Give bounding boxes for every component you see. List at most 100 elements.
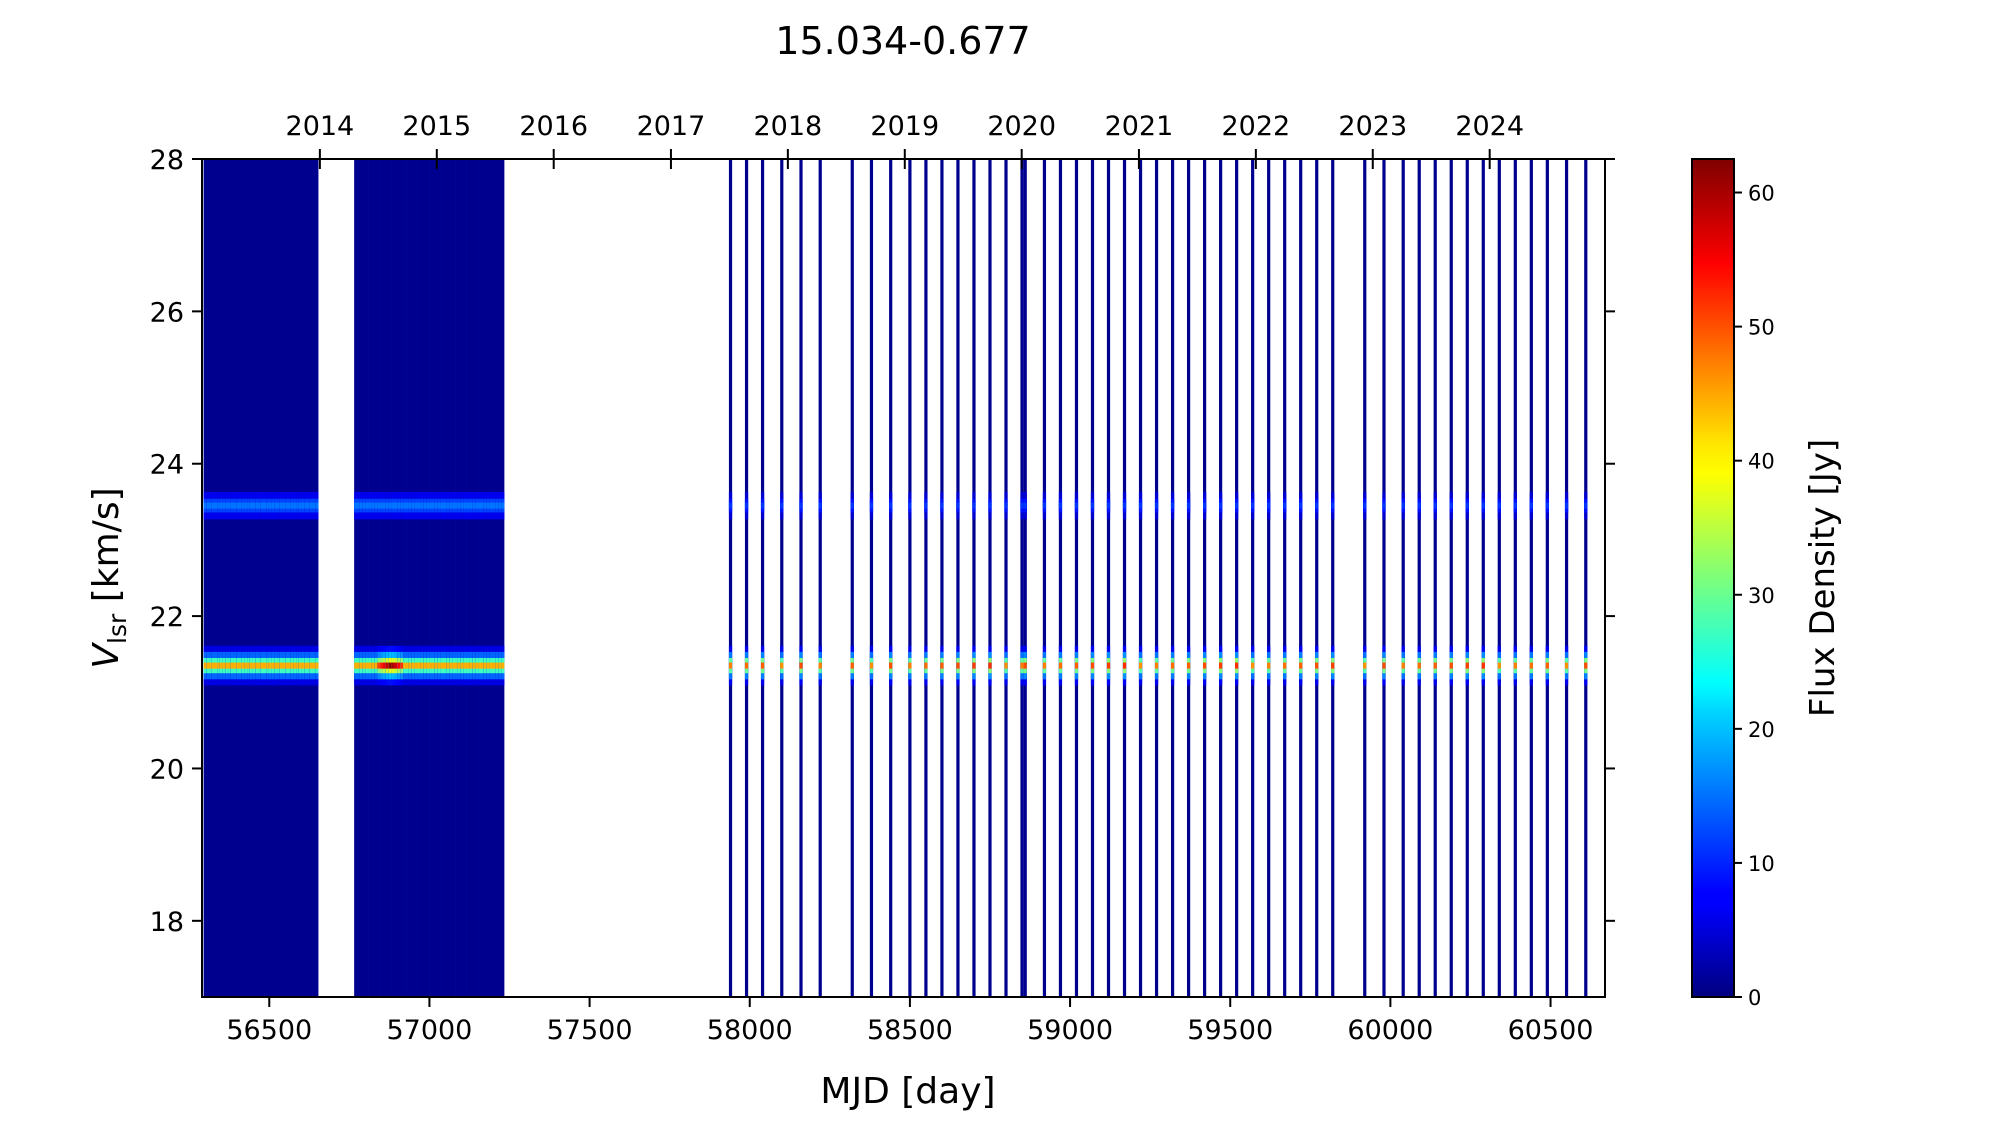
feature-band-23.45 xyxy=(1564,502,1569,509)
feature-band-23.45 xyxy=(354,502,358,509)
feature-band-21.35 xyxy=(206,662,210,669)
feature-band-21.35 xyxy=(277,662,281,669)
observation-column xyxy=(728,159,733,997)
feature-band-23.45 xyxy=(206,502,210,509)
feature-band-23.45 xyxy=(1401,502,1405,509)
feature-band-23.45 xyxy=(1154,502,1159,509)
observation-56878 xyxy=(388,159,392,997)
observation-column xyxy=(1513,159,1517,997)
feature-band-23.45 xyxy=(449,502,453,509)
feature-band-23.45 xyxy=(362,502,367,509)
observation-column xyxy=(489,159,493,997)
observation-59570 xyxy=(1251,159,1255,997)
feature-band-21.35 xyxy=(760,662,765,669)
observation-column xyxy=(209,159,213,997)
observation-59120 xyxy=(1106,159,1111,997)
observation-56334 xyxy=(214,159,218,997)
feature-band-23.45 xyxy=(214,502,218,509)
observation-column xyxy=(1283,159,1287,997)
observation-column xyxy=(307,159,311,997)
observation-59470 xyxy=(1219,159,1223,997)
observation-56640 xyxy=(312,159,316,997)
observation-column xyxy=(1170,159,1175,997)
observation-58600 xyxy=(940,159,944,997)
feature-band-23.45 xyxy=(414,502,418,509)
observation-57193 xyxy=(489,159,493,997)
feature-band-21.35 xyxy=(365,662,369,669)
feature-band-23.45 xyxy=(400,502,404,509)
feature-band-23.45 xyxy=(1138,502,1143,509)
feature-band-23.45 xyxy=(255,502,259,509)
feature-band-23.45 xyxy=(1417,502,1421,509)
feature-band-21.35 xyxy=(889,662,893,669)
observation-column xyxy=(1497,159,1501,997)
feature-band-23.45 xyxy=(258,502,262,509)
feature-band-21.35 xyxy=(924,662,928,669)
observation-column xyxy=(417,159,421,997)
observation-59020 xyxy=(1074,159,1079,997)
feature-band-21.35 xyxy=(354,662,358,669)
observation-59070 xyxy=(1090,159,1095,997)
observation-column xyxy=(1267,159,1271,997)
feature-band-23.45 xyxy=(760,502,765,509)
feature-band-21.35 xyxy=(357,662,361,669)
observation-56995 xyxy=(426,159,430,997)
feature-band-21.35 xyxy=(481,662,485,669)
observation-56581 xyxy=(293,159,297,997)
observation-57220 xyxy=(498,159,502,997)
observation-56914 xyxy=(400,159,404,997)
observation-59520 xyxy=(1235,159,1239,997)
feature-band-21.35 xyxy=(391,662,395,669)
feature-band-21.35 xyxy=(403,662,407,669)
observation-column xyxy=(443,159,447,997)
feature-band-23.45 xyxy=(293,502,297,509)
observation-column xyxy=(1584,159,1588,997)
year-tick-label: 2014 xyxy=(286,111,355,142)
observation-column xyxy=(1106,159,1111,997)
feature-band-23.45 xyxy=(417,502,421,509)
observation-58500 xyxy=(908,159,912,997)
year-tick-label: 2016 xyxy=(519,111,588,142)
observation-column xyxy=(400,159,404,997)
feature-band-21.35 xyxy=(1401,662,1405,669)
feature-band-21.35 xyxy=(1090,662,1095,669)
feature-band-21.35 xyxy=(1020,662,1024,669)
observation-column xyxy=(972,159,976,997)
feature-band-23.45 xyxy=(217,502,221,509)
feature-band-23.45 xyxy=(377,502,381,509)
observation-column xyxy=(255,159,259,997)
observation-column xyxy=(466,159,470,997)
feature-band-23.45 xyxy=(365,502,369,509)
observation-column xyxy=(455,159,459,997)
feature-band-21.35 xyxy=(211,662,215,669)
observation-57202 xyxy=(492,159,496,997)
feature-band-23.45 xyxy=(252,502,256,509)
observation-column xyxy=(285,159,289,997)
observation-57013 xyxy=(431,159,436,997)
feature-band-23.45 xyxy=(431,502,436,509)
observation-column xyxy=(382,159,387,997)
feature-band-23.45 xyxy=(492,502,496,509)
feature-band-21.35 xyxy=(1023,662,1027,669)
feature-band-23.45 xyxy=(728,502,733,509)
feature-band-23.45 xyxy=(1481,502,1485,509)
feature-band-23.45 xyxy=(869,502,874,509)
observation-56779 xyxy=(357,159,361,997)
observation-column xyxy=(1545,159,1549,997)
feature-band-23.45 xyxy=(230,502,235,509)
observation-column xyxy=(472,159,476,997)
feature-band-21.35 xyxy=(279,662,284,669)
observation-column xyxy=(362,159,367,997)
feature-band-23.45 xyxy=(277,502,281,509)
observation-column xyxy=(818,159,822,997)
observation-57085 xyxy=(455,159,459,997)
feature-band-23.45 xyxy=(307,502,311,509)
feature-band-21.35 xyxy=(940,662,944,669)
observation-column xyxy=(457,159,462,997)
feature-band-23.45 xyxy=(263,502,267,509)
feature-band-23.45 xyxy=(268,502,273,509)
feature-band-23.45 xyxy=(247,502,251,509)
feature-band-21.35 xyxy=(1417,662,1421,669)
feature-band-21.35 xyxy=(382,662,387,669)
observation-56833 xyxy=(374,159,378,997)
